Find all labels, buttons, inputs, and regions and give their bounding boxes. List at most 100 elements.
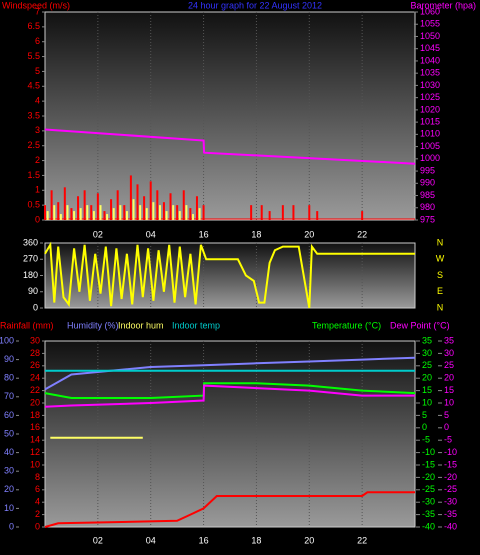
y-tick-label: 14 (30, 435, 40, 445)
bar (92, 211, 95, 220)
series-line (44, 128, 416, 165)
y-tick-label: 2 (35, 509, 40, 519)
y-tick-label: -20 (444, 472, 457, 482)
y-tick-label: 4 (35, 96, 40, 106)
bar (136, 184, 139, 220)
x-tick-label: 16 (199, 535, 209, 545)
y-tick-label: 2 (35, 155, 40, 165)
y-tick-label: 50 (4, 428, 14, 438)
y-tick-label: -5 (444, 435, 452, 445)
y-tick-label: 6 (35, 36, 40, 46)
legend-entry: Rainfall (mm) (0, 320, 54, 330)
y-tick-label: 0 (9, 521, 14, 531)
y-tick-label: -20 (422, 472, 435, 482)
y-tick-label: -35 (422, 509, 435, 519)
x-tick-label: 02 (93, 229, 103, 239)
y-tick-label: 10 (4, 503, 14, 513)
y-tick-label: 60 (4, 410, 14, 420)
bar (70, 208, 73, 220)
y-tick-label: -30 (444, 497, 457, 507)
y-tick-label: 40 (4, 447, 14, 457)
bar (292, 205, 295, 220)
y-tick-label: 0 (35, 214, 40, 224)
bar (129, 175, 132, 220)
x-tick-label: 04 (146, 535, 156, 545)
bar (250, 205, 253, 220)
legend-entry: Dew Point (°C) (390, 320, 450, 330)
bar (57, 202, 60, 220)
y-tick-label: 0 (422, 422, 427, 432)
y-tick-label: -40 (444, 521, 457, 531)
legend-entry: Humidity (%) (67, 320, 119, 330)
bar (189, 208, 192, 220)
series-line (44, 384, 415, 408)
bar (281, 205, 284, 220)
bar (50, 190, 53, 220)
y-tick-label: 5 (35, 66, 40, 76)
legend-entry: Indoor hum (118, 320, 164, 330)
y-tick-label: 25 (422, 360, 432, 370)
y-tick-label: 30 (4, 466, 14, 476)
y-tick-label: 975 (420, 214, 435, 224)
x-tick-label: 20 (304, 535, 314, 545)
y-tick-label: -10 (422, 447, 435, 457)
y-tick-label: 16 (30, 422, 40, 432)
bar (86, 205, 89, 220)
y-tick-label: 1010 (420, 129, 440, 139)
series-line (44, 241, 415, 309)
legend-entry: Indoor temp (172, 320, 220, 330)
bar (132, 199, 135, 220)
x-tick-label: 20 (304, 229, 314, 239)
y-tick-label: -35 (444, 509, 457, 519)
bar (90, 205, 93, 220)
y-tick-label: 20 (444, 373, 454, 383)
bar (195, 196, 198, 220)
x-tick-label: 18 (251, 535, 261, 545)
bar (116, 190, 119, 220)
bar (169, 193, 172, 220)
y-tick-label: 10 (444, 397, 454, 407)
bar (152, 202, 155, 220)
bar (260, 205, 263, 220)
compass-label: S (437, 270, 443, 280)
x-tick-label: 22 (357, 535, 367, 545)
y-tick-label: 1050 (420, 31, 440, 41)
y-tick-label: 25 (444, 360, 454, 370)
y-tick-label: -25 (444, 484, 457, 494)
legend-entry: Temperature (°C) (312, 320, 381, 330)
y-tick-label: 100 (0, 335, 14, 345)
y-tick-label: -15 (422, 459, 435, 469)
y-tick-label: 90 (4, 354, 14, 364)
y-tick-label: 8 (35, 472, 40, 482)
y-tick-label: 70 (4, 391, 14, 401)
y-tick-label: 5 (422, 410, 427, 420)
y-tick-label: 360 (23, 237, 38, 247)
bar (96, 193, 99, 220)
y-tick-label: 6 (35, 484, 40, 494)
compass-label: N (437, 237, 444, 247)
y-tick-label: 26 (30, 360, 40, 370)
bar (66, 205, 69, 220)
y-tick-label: 0 (33, 302, 38, 312)
bar (165, 211, 168, 220)
x-tick-label: 16 (199, 229, 209, 239)
bar (178, 211, 181, 220)
bar (145, 208, 148, 220)
y-tick-label: 1 (35, 185, 40, 195)
y-tick-label: 1.5 (27, 170, 40, 180)
plot-area (44, 340, 416, 528)
y-tick-label: 15 (422, 385, 432, 395)
y-tick-label: 980 (420, 202, 435, 212)
y-tick-label: 5 (444, 410, 449, 420)
series-line (44, 356, 416, 391)
bar (73, 211, 76, 220)
y-tick-label: -40 (422, 521, 435, 531)
x-tick-label: 22 (357, 229, 367, 239)
y-axis-title: Windspeed (m/s) (2, 0, 70, 10)
y-tick-label: 1060 (420, 6, 440, 16)
y-tick-label: 35 (444, 335, 454, 345)
y-tick-label: 20 (4, 484, 14, 494)
bar (103, 211, 106, 220)
